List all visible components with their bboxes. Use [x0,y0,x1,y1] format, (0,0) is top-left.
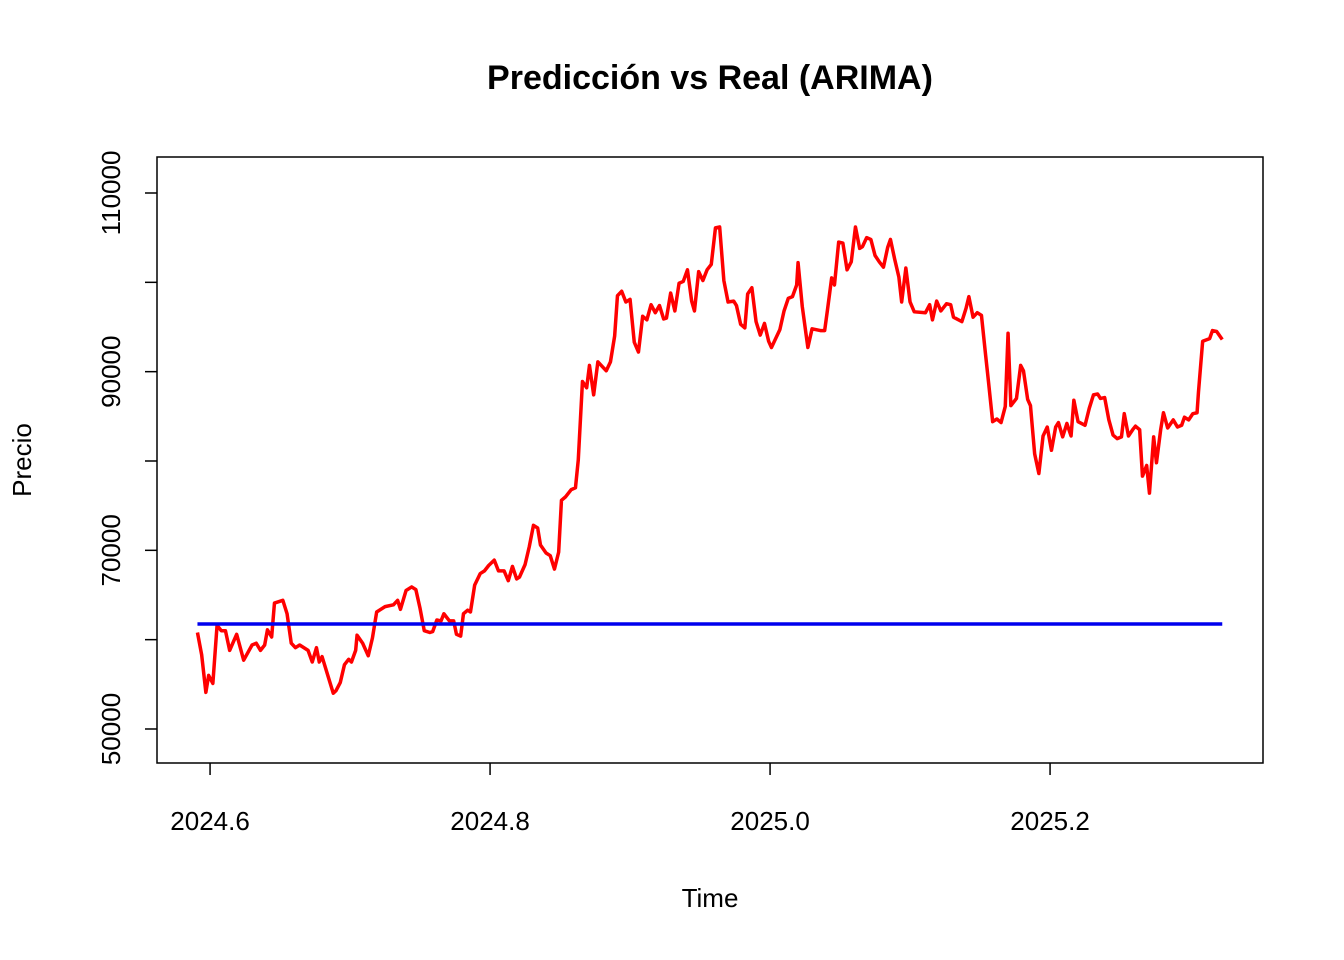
y-axis-label: Precio [7,423,37,497]
x-tick-label: 2024.8 [450,806,530,836]
y-tick-label: 110000 [96,151,126,236]
x-tick-label: 2025.0 [730,806,810,836]
x-tick-label: 2024.6 [170,806,250,836]
y-tick-label: 50000 [96,693,126,765]
x-axis-label: Time [682,883,739,913]
plot-frame [156,156,1264,764]
y-tick-label: 90000 [96,336,126,408]
y-tick-label: 70000 [96,514,126,586]
x-tick-label: 2025.2 [1010,806,1090,836]
chart-title: Predicción vs Real (ARIMA) [487,59,933,97]
series-line [195,225,1224,696]
